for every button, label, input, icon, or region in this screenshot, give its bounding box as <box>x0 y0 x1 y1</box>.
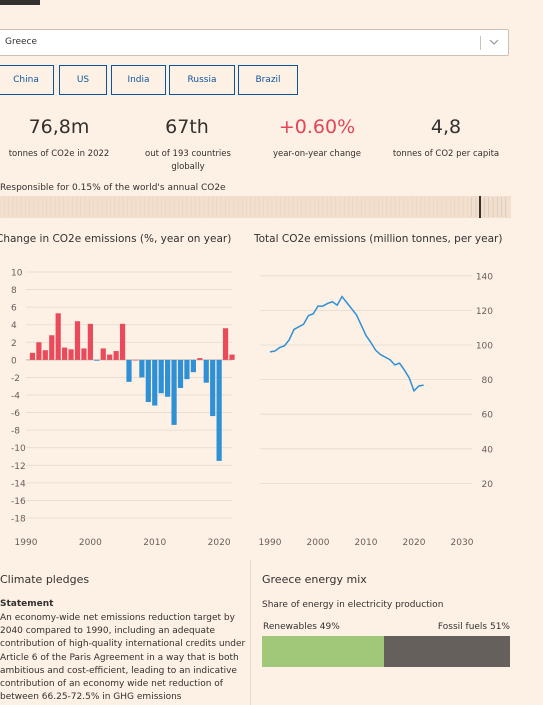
bar-chart-y-tick-label: -10 <box>11 444 26 454</box>
compare-button-china[interactable]: China <box>0 65 54 95</box>
line-chart-x-tick-label: 2000 <box>307 538 330 548</box>
bar-chart-bar <box>42 350 48 360</box>
line-chart-y-tick-label: 120 <box>476 307 493 317</box>
line-chart-x-tick-label: 2030 <box>451 538 474 548</box>
bar-chart-x-tick-label: 2020 <box>208 538 231 548</box>
energy-mix-title: Greece energy mix <box>262 573 367 586</box>
bar-chart-bar <box>55 313 61 360</box>
select-separator <box>480 36 481 50</box>
bar-chart-bar <box>87 323 93 360</box>
pledges-body: An economy-wide net emissions reduction … <box>0 613 246 703</box>
bar-chart-y-tick-label: 2 <box>11 339 17 349</box>
line-chart-y-tick-label: 40 <box>482 445 494 455</box>
bar-chart-y-tick-label: 8 <box>11 286 17 296</box>
bar-chart-y-tick-label: -16 <box>11 497 26 507</box>
country-select-value: Greece <box>5 37 38 47</box>
compare-button-russia[interactable]: Russia <box>169 65 235 95</box>
bar-chart-y-tick-label: -12 <box>11 462 26 472</box>
bar-chart-bar <box>62 347 68 360</box>
bar-chart-y-tick-label: 6 <box>11 304 17 314</box>
bar-chart-bar <box>29 352 36 360</box>
bar-chart-bar <box>203 359 209 383</box>
bar-chart-bar <box>126 359 132 382</box>
line-chart-x-tick-label: 1990 <box>259 538 282 548</box>
bar-chart-x-tick-label: 2010 <box>143 538 166 548</box>
bar-chart-bar <box>74 321 81 360</box>
bar-chart-bar <box>68 349 74 360</box>
line-chart-y-tick-label: 60 <box>482 411 494 421</box>
stat-total-emissions-label: tonnes of CO2e in 2022 <box>8 149 110 159</box>
bar-chart-bar <box>184 359 190 380</box>
bar-chart-bar <box>216 359 222 461</box>
bar-chart-y-tick-label: -14 <box>11 479 26 489</box>
stat-yoy-change: +0.60% <box>278 116 356 138</box>
fossil-segment <box>383 636 510 667</box>
bar-chart-y-tick-label: -2 <box>11 374 20 384</box>
stat-per-capita-label: tonnes of CO2 per capita <box>392 149 500 159</box>
yoy-change-bar-chart: 10 8 6 4 2 0 -2 -4 -6 -8 -10 -12 -14 -16 -18 1990 2000 20… <box>11 269 235 548</box>
line-chart-title: Total CO2e emissions (million tonnes, pe… <box>254 233 503 245</box>
bar-chart-bar <box>139 359 145 378</box>
line-chart-series <box>269 295 424 393</box>
bar-chart-bar <box>229 354 235 360</box>
bar-chart-bar <box>100 348 106 360</box>
stat-rank-label: out of 193 countries globally <box>145 149 231 172</box>
compare-button-us[interactable]: US <box>59 65 107 95</box>
bar-chart-bar <box>222 328 229 360</box>
stat-total-emissions: 76,8m <box>28 116 90 138</box>
top-accent-bar <box>0 0 40 5</box>
line-chart-y-tick-label: 100 <box>476 342 493 352</box>
pledges-subtitle: Statement <box>0 599 54 609</box>
bar-chart-bar <box>113 351 119 360</box>
compare-button-brazil[interactable]: Brazil <box>238 65 298 95</box>
bar-chart-bar <box>190 359 196 373</box>
stat-per-capita: 4,8 <box>430 116 462 138</box>
bar-chart-bar <box>210 359 216 417</box>
bar-chart-y-tick-label: -8 <box>11 427 20 437</box>
bar-chart-y-tick-label: 4 <box>11 321 17 331</box>
renewables-label: Renewables 49% <box>263 622 340 632</box>
bar-chart-bar <box>94 359 100 361</box>
chevron-down-icon[interactable] <box>488 35 500 49</box>
energy-mix-subtitle: Share of energy in electricity productio… <box>262 600 444 610</box>
bar-chart-x-tick-label: 2000 <box>79 538 102 548</box>
bar-chart-y-tick-label: -6 <box>11 409 20 419</box>
line-chart-y-tick-label: 140 <box>476 272 493 282</box>
bar-chart-bar <box>165 359 171 397</box>
bar-chart-bar <box>145 359 151 403</box>
bar-chart-bar <box>36 342 42 360</box>
stat-rank: 67th <box>165 116 209 138</box>
bar-chart-bar <box>81 348 87 360</box>
fossil-label: Fossil fuels 51% <box>437 622 510 632</box>
bar-chart-bar <box>119 323 126 360</box>
bar-chart-bar <box>171 359 177 425</box>
bar-chart-bar <box>49 335 55 360</box>
bar-chart-y-tick-label: 10 <box>11 269 23 279</box>
bar-chart-bar <box>132 359 139 361</box>
bar-chart-title: Change in CO2e emissions (%, year on yea… <box>0 233 232 245</box>
line-chart-x-tick-label: 2020 <box>403 538 426 548</box>
stat-yoy-change-label: year-on-year change <box>272 149 362 159</box>
bar-chart-bar <box>158 359 164 394</box>
compare-button-india[interactable]: India <box>111 65 166 95</box>
bar-chart-bar <box>197 358 203 360</box>
bar-chart-x-tick-label: 1990 <box>15 538 38 548</box>
country-select[interactable]: Greece <box>0 29 509 56</box>
bar-chart-y-tick-label: -4 <box>11 392 20 402</box>
line-chart-y-tick-label: 80 <box>482 376 494 386</box>
energy-mix-bar <box>262 636 510 667</box>
line-chart-y-tick-label: 20 <box>482 480 494 490</box>
section-divider <box>250 560 251 705</box>
bar-chart-y-tick-label: -18 <box>11 515 26 525</box>
renewables-segment <box>262 636 384 667</box>
line-chart-x-tick-label: 2010 <box>355 538 378 548</box>
bar-chart-y-tick-label: 0 <box>11 356 17 366</box>
pledges-title: Climate pledges <box>0 573 90 586</box>
responsible-text: Responsible for 0.15% of the world's ann… <box>0 183 226 193</box>
bar-chart-bar <box>107 354 113 360</box>
bar-chart-bar <box>152 359 158 406</box>
bar-chart-bar <box>177 359 184 388</box>
world-rank-strip <box>0 196 511 218</box>
total-emissions-line-chart: 140 120 100 80 60 40 20 1990 2000 2010 2020 2030 <box>259 272 494 548</box>
